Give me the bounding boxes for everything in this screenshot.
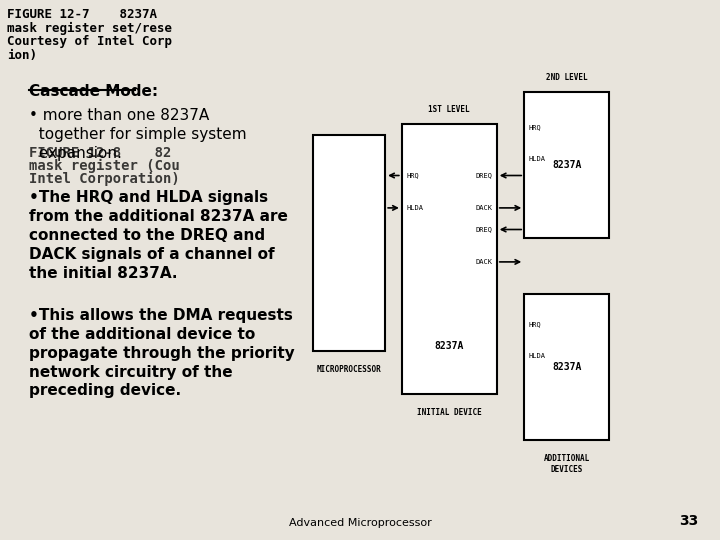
Text: DREQ: DREQ — [475, 226, 492, 233]
Text: 2ND LEVEL: 2ND LEVEL — [546, 73, 588, 82]
Text: INITIAL DEVICE: INITIAL DEVICE — [417, 408, 482, 417]
Text: HLDA: HLDA — [406, 205, 423, 211]
Text: 8237A: 8237A — [552, 362, 581, 372]
Text: ADDITIONAL
DEVICES: ADDITIONAL DEVICES — [544, 454, 590, 474]
Text: 8237A: 8237A — [552, 160, 581, 170]
Text: Advanced Microprocessor: Advanced Microprocessor — [289, 518, 431, 528]
Text: HLDA: HLDA — [528, 353, 546, 360]
Text: FIGURE 12-7    8237A: FIGURE 12-7 8237A — [7, 8, 157, 21]
Text: ion): ion) — [7, 49, 37, 62]
Text: of the additional device to: of the additional device to — [29, 327, 255, 342]
Text: DACK: DACK — [475, 259, 492, 265]
Text: • more than one 8237A: • more than one 8237A — [29, 108, 209, 123]
Text: •The HRQ and HLDA signals: •The HRQ and HLDA signals — [29, 190, 268, 205]
Text: from the additional 8237A are: from the additional 8237A are — [29, 209, 288, 224]
Text: FIGURE 12-8    82: FIGURE 12-8 82 — [29, 146, 171, 160]
Text: 1ST LEVEL: 1ST LEVEL — [428, 105, 470, 114]
FancyBboxPatch shape — [313, 135, 385, 351]
Text: network circuitry of the: network circuitry of the — [29, 364, 233, 380]
FancyBboxPatch shape — [524, 294, 609, 440]
Text: 33: 33 — [679, 514, 698, 528]
Text: together for simple system: together for simple system — [29, 127, 246, 142]
Text: preceding device.: preceding device. — [29, 383, 181, 399]
FancyBboxPatch shape — [402, 124, 497, 394]
Text: •This allows the DMA requests: •This allows the DMA requests — [29, 308, 292, 323]
FancyBboxPatch shape — [524, 92, 609, 238]
Text: Cascade Mode:: Cascade Mode: — [29, 84, 158, 99]
Text: DREQ: DREQ — [475, 172, 492, 179]
Text: propagate through the priority: propagate through the priority — [29, 346, 294, 361]
Text: MICROPROCESSOR: MICROPROCESSOR — [317, 364, 382, 374]
Text: DACK signals of a channel of: DACK signals of a channel of — [29, 247, 274, 262]
Text: HRQ: HRQ — [528, 321, 541, 327]
Text: HLDA: HLDA — [528, 156, 546, 163]
Text: DACK: DACK — [475, 205, 492, 211]
Text: mask register (Cou: mask register (Cou — [29, 159, 179, 173]
Text: HRQ: HRQ — [406, 172, 419, 179]
Text: Courtesy of Intel Corp: Courtesy of Intel Corp — [7, 35, 172, 48]
Text: Intel Corporation): Intel Corporation) — [29, 172, 179, 186]
Text: expansion.: expansion. — [29, 146, 122, 161]
Text: 8237A: 8237A — [435, 341, 464, 350]
Text: connected to the DREQ and: connected to the DREQ and — [29, 228, 265, 243]
Text: HRQ: HRQ — [528, 124, 541, 130]
Text: mask register set/rese: mask register set/rese — [7, 22, 172, 35]
Text: the initial 8237A.: the initial 8237A. — [29, 266, 177, 281]
